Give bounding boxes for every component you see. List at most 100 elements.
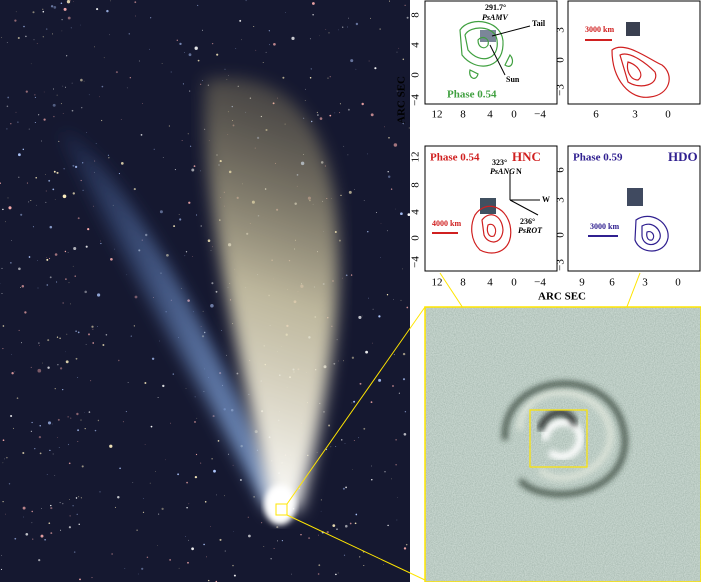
star — [274, 548, 275, 549]
star — [342, 27, 343, 28]
star — [330, 76, 331, 77]
star — [127, 275, 128, 276]
star — [69, 526, 71, 528]
star — [381, 223, 382, 224]
star — [50, 507, 52, 509]
star — [352, 469, 353, 470]
comet-photo — [0, 0, 410, 582]
star — [219, 539, 221, 541]
star — [144, 382, 146, 384]
star — [216, 495, 217, 496]
star — [253, 26, 254, 27]
star — [121, 119, 122, 120]
star — [43, 11, 45, 13]
star — [82, 465, 84, 467]
star — [321, 499, 322, 500]
star — [398, 48, 399, 49]
star — [23, 517, 24, 518]
star — [211, 250, 212, 251]
star — [261, 522, 262, 523]
star — [17, 397, 19, 399]
star — [76, 413, 78, 415]
star — [406, 307, 408, 309]
star — [246, 0, 247, 1]
x-tick-label: 12 — [432, 109, 443, 121]
star — [403, 378, 405, 380]
x-tick-label: 0 — [511, 277, 517, 289]
star — [255, 50, 256, 51]
star — [134, 325, 135, 326]
star — [32, 11, 34, 13]
star — [362, 316, 363, 317]
star — [184, 52, 185, 53]
star — [352, 357, 354, 359]
star — [127, 88, 128, 89]
star — [387, 230, 388, 231]
molecule-label: HNC — [512, 149, 541, 164]
star — [41, 141, 42, 142]
star — [2, 209, 3, 210]
x-tick-label: 4 — [487, 277, 493, 289]
star — [57, 364, 58, 365]
star — [119, 467, 121, 469]
star — [160, 210, 163, 213]
star — [216, 54, 218, 56]
star — [74, 551, 75, 552]
star — [329, 32, 330, 33]
star — [370, 18, 371, 19]
star — [3, 325, 5, 327]
star — [94, 47, 95, 48]
star — [14, 538, 16, 540]
star — [97, 326, 98, 327]
star — [50, 505, 51, 506]
star — [134, 188, 136, 190]
star — [233, 531, 234, 532]
star — [341, 439, 342, 440]
star — [277, 540, 278, 541]
star — [10, 262, 11, 263]
star — [213, 470, 216, 473]
y-tick-label: 0 — [555, 57, 567, 63]
star — [37, 43, 38, 44]
star — [228, 75, 229, 76]
star — [236, 48, 237, 49]
star — [361, 103, 363, 105]
panel-1: 291.7° PsAMV Tail Sun Phase 0.54 — [447, 3, 546, 101]
star — [189, 91, 190, 92]
star — [46, 259, 48, 261]
star — [78, 217, 80, 219]
star — [85, 428, 86, 429]
star — [373, 309, 374, 310]
star — [169, 125, 170, 126]
star — [371, 479, 372, 480]
star — [77, 429, 79, 431]
star — [48, 180, 50, 182]
star — [50, 226, 53, 229]
sun-label: Sun — [506, 75, 520, 84]
star — [405, 411, 406, 412]
star — [11, 354, 12, 355]
star — [58, 141, 59, 142]
star — [158, 514, 159, 515]
star — [18, 267, 21, 270]
star — [64, 168, 65, 169]
star — [188, 503, 189, 504]
star — [131, 335, 132, 336]
star — [65, 278, 67, 280]
star — [409, 127, 410, 128]
star — [210, 304, 214, 308]
star — [99, 96, 100, 97]
star — [70, 418, 71, 419]
star — [8, 206, 11, 209]
star — [380, 29, 381, 30]
star — [81, 107, 82, 108]
star — [52, 33, 53, 34]
star — [8, 197, 9, 198]
star — [378, 379, 381, 382]
star — [86, 344, 87, 345]
star — [282, 77, 284, 79]
star — [89, 411, 91, 413]
star — [194, 421, 195, 422]
star — [20, 287, 21, 288]
star — [351, 274, 352, 275]
